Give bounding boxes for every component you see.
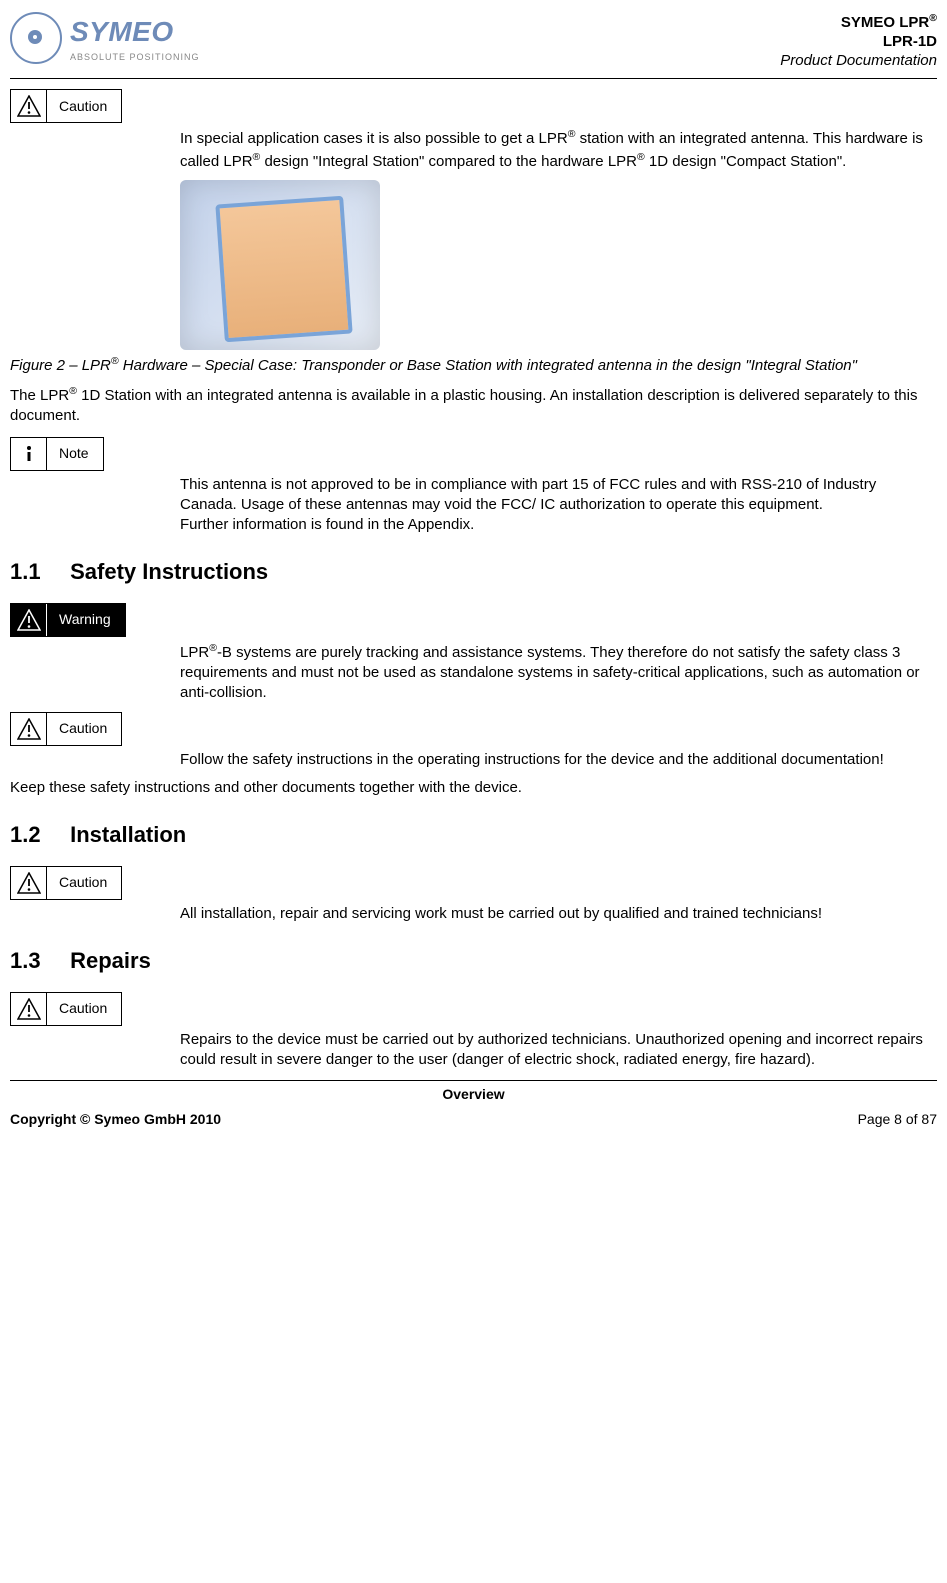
reg: ® bbox=[69, 385, 77, 397]
footer-page: Page 8 of 87 bbox=[858, 1110, 937, 1129]
footer-section: Overview bbox=[10, 1085, 937, 1104]
note-label: Note bbox=[47, 444, 103, 463]
caution4-text: Repairs to the device must be carried ou… bbox=[10, 1030, 937, 1071]
brand-tagline: ABSOLUTE POSITIONING bbox=[70, 51, 200, 63]
t: design "Integral Station" compared to th… bbox=[260, 153, 637, 170]
heading-title: Safety Instructions bbox=[70, 559, 268, 584]
caution-badge: Caution bbox=[10, 89, 122, 123]
page-footer: Copyright © Symeo GmbH 2010 Page 8 of 87 bbox=[10, 1110, 937, 1129]
brand-logo-icon bbox=[10, 12, 62, 64]
heading-num: 1.2 bbox=[10, 820, 64, 850]
header-divider bbox=[10, 78, 937, 79]
reg: ® bbox=[637, 151, 645, 163]
warning-icon bbox=[11, 604, 47, 636]
doc-title-line1: SYMEO LPR bbox=[841, 14, 929, 31]
caution2-text: Follow the safety instructions in the op… bbox=[10, 750, 937, 770]
caution-label: Caution bbox=[47, 97, 121, 116]
page-header: SYMEO ABSOLUTE POSITIONING SYMEO LPR® LP… bbox=[10, 12, 937, 76]
t: 1D Station with an integrated antenna is… bbox=[10, 387, 917, 424]
heading-num: 1.3 bbox=[10, 946, 64, 976]
heading-num: 1.1 bbox=[10, 557, 64, 587]
t: The LPR bbox=[10, 387, 69, 404]
doc-title-block: SYMEO LPR® LPR-1D Product Documentation bbox=[780, 12, 937, 70]
t: Further information is found in the Appe… bbox=[180, 516, 474, 533]
para-keep: Keep these safety instructions and other… bbox=[10, 778, 937, 798]
t: This antenna is not approved to be in co… bbox=[180, 476, 876, 513]
brand-word: SYMEO bbox=[70, 13, 200, 51]
caution-label: Caution bbox=[47, 999, 121, 1018]
doc-title-reg: ® bbox=[929, 12, 937, 24]
figure-2-caption: Figure 2 – LPR® Hardware – Special Case:… bbox=[10, 354, 937, 376]
footer-divider bbox=[10, 1080, 937, 1081]
caution-icon bbox=[11, 713, 47, 745]
note-badge: Note bbox=[10, 437, 104, 471]
caution-badge: Caution bbox=[10, 992, 122, 1026]
brand-logo: SYMEO ABSOLUTE POSITIONING bbox=[10, 12, 200, 64]
t: -B systems are purely tracking and assis… bbox=[180, 644, 920, 702]
caution-icon bbox=[11, 993, 47, 1025]
doc-title-line3: Product Documentation bbox=[780, 52, 937, 71]
t: In special application cases it is also … bbox=[180, 130, 568, 147]
caution-label: Caution bbox=[47, 873, 121, 892]
doc-title-line2: LPR-1D bbox=[780, 33, 937, 52]
caution-icon bbox=[11, 867, 47, 899]
t: Hardware – Special Case: Transponder or … bbox=[119, 357, 857, 374]
figure-2-image bbox=[180, 180, 380, 350]
warning-text: LPR®-B systems are purely tracking and a… bbox=[10, 641, 937, 704]
reg: ® bbox=[111, 355, 119, 367]
para-after-fig: The LPR® 1D Station with an integrated a… bbox=[10, 384, 937, 427]
footer-copyright: Copyright © Symeo GmbH 2010 bbox=[10, 1110, 221, 1129]
caution-badge: Caution bbox=[10, 712, 122, 746]
t: 1D design "Compact Station". bbox=[645, 153, 847, 170]
t: LPR bbox=[180, 644, 209, 661]
heading-1-2: 1.2 Installation bbox=[10, 820, 937, 850]
t: Figure 2 – LPR bbox=[10, 357, 111, 374]
warning-badge: Warning bbox=[10, 603, 126, 637]
reg: ® bbox=[209, 642, 217, 654]
caution-label: Caution bbox=[47, 719, 121, 738]
heading-title: Repairs bbox=[70, 948, 151, 973]
caution-badge: Caution bbox=[10, 866, 122, 900]
caution-icon bbox=[11, 90, 47, 122]
note-icon bbox=[11, 438, 47, 470]
caution1-text: In special application cases it is also … bbox=[10, 127, 937, 172]
heading-1-1: 1.1 Safety Instructions bbox=[10, 557, 937, 587]
caution3-text: All installation, repair and servicing w… bbox=[10, 904, 937, 924]
warning-label: Warning bbox=[47, 610, 125, 629]
heading-1-3: 1.3 Repairs bbox=[10, 946, 937, 976]
heading-title: Installation bbox=[70, 822, 186, 847]
note-text: This antenna is not approved to be in co… bbox=[10, 475, 937, 536]
